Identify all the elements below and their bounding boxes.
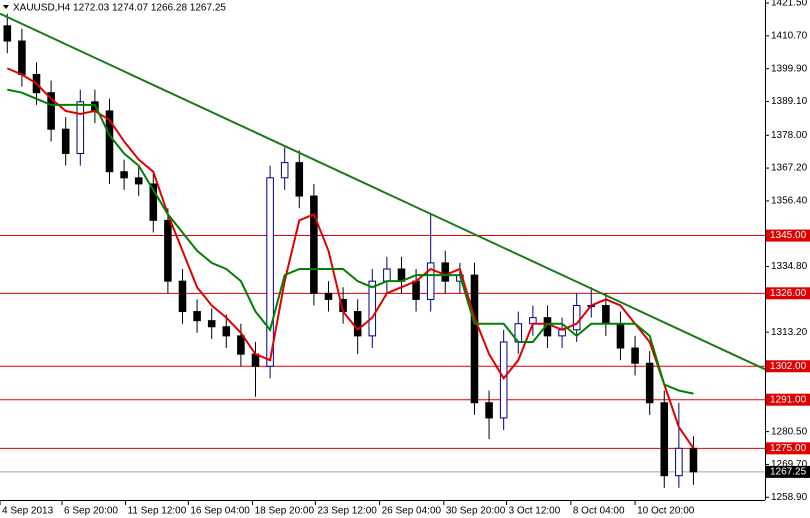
candle-body (383, 268, 391, 282)
y-tick-label: 1421.50 (771, 0, 808, 9)
level-label-box (766, 287, 810, 300)
candle-body (441, 262, 450, 282)
x-tick-label: 3 Oct 12:00 (509, 506, 561, 517)
level-label-box (766, 393, 810, 406)
x-tick-label: 10 Oct 20:00 (637, 506, 695, 517)
x-tick-label: 16 Sep 04:00 (190, 506, 250, 517)
candle-body (178, 280, 187, 313)
candle-body (368, 280, 377, 337)
candle-body (660, 402, 669, 477)
candle-body (76, 101, 85, 154)
candle-body (631, 347, 639, 364)
level-label-box (766, 360, 810, 373)
candle-body (572, 304, 581, 331)
candle-body (616, 323, 625, 349)
candle-body (120, 171, 128, 179)
y-tick-label: 1280.50 (771, 426, 808, 437)
y-tick-label: 1356.40 (771, 196, 808, 207)
candle-body (105, 110, 114, 173)
level-label-box (766, 442, 810, 455)
level-label: 1291.00 (770, 394, 807, 405)
candle-body (689, 447, 698, 473)
y-tick-label: 1269.70 (771, 459, 808, 470)
candle-body (353, 311, 362, 337)
x-tick-label: 30 Sep 20:00 (446, 506, 506, 517)
candle-body (237, 335, 245, 355)
x-tick-label: 11 Sep 12:00 (128, 506, 187, 517)
level-label: 1345.00 (770, 230, 807, 241)
candle-body (470, 274, 479, 404)
candle-body (310, 195, 318, 294)
y-tick-label: 1313.20 (771, 327, 808, 338)
x-tick-label: 26 Sep 04:00 (382, 506, 442, 517)
current-price-box (766, 465, 810, 478)
menu-arrow (3, 5, 9, 9)
candle-body (164, 219, 172, 282)
candle-body (193, 311, 201, 322)
candle-body (134, 177, 143, 185)
y-tick-label: 1389.10 (771, 96, 808, 107)
candle-body (645, 362, 654, 404)
chart-title: XAUUSD,H4 1272.03 1274.07 1266.28 1267.2… (13, 3, 226, 14)
candle-body (295, 162, 304, 197)
current-price-label: 1267.25 (770, 467, 807, 478)
candle-body (47, 92, 55, 130)
candle-body (412, 280, 420, 300)
y-tick-label: 1410.70 (771, 31, 808, 42)
y-tick-label: 1258.90 (771, 492, 808, 503)
y-tick-label: 1399.90 (771, 63, 808, 74)
level-label: 1302.00 (770, 361, 807, 372)
candle-body (266, 177, 274, 367)
y-tick-label: 1378.00 (771, 130, 808, 141)
indicator-line (6, 67, 695, 449)
candle-body (18, 40, 26, 75)
x-tick-label: 8 Oct 04:00 (573, 506, 625, 517)
y-tick-label: 1334.80 (771, 261, 808, 272)
candle-body (61, 128, 70, 154)
candle-body (426, 262, 435, 300)
candle-body (280, 162, 289, 179)
x-tick-label: 6 Sep 20:00 (64, 506, 118, 517)
x-tick-label: 23 Sep 12:00 (317, 506, 377, 517)
level-label-box (766, 229, 810, 242)
indicator-line (0, 12, 766, 371)
candle-body (207, 320, 216, 328)
level-label: 1326.00 (770, 288, 807, 299)
level-label: 1275.00 (770, 443, 807, 454)
candle-body (602, 304, 610, 325)
x-tick-label: 18 Sep 20:00 (255, 506, 315, 517)
candle-body (675, 447, 683, 477)
candle-body (222, 326, 231, 337)
candle-body (149, 183, 158, 221)
candle-body (3, 25, 12, 42)
y-tick-label: 1367.20 (771, 163, 808, 174)
candle-body (324, 292, 333, 300)
candle-body (485, 402, 493, 419)
x-tick-label: 4 Sep 2013 (2, 506, 54, 517)
indicator-line (7, 88, 694, 395)
